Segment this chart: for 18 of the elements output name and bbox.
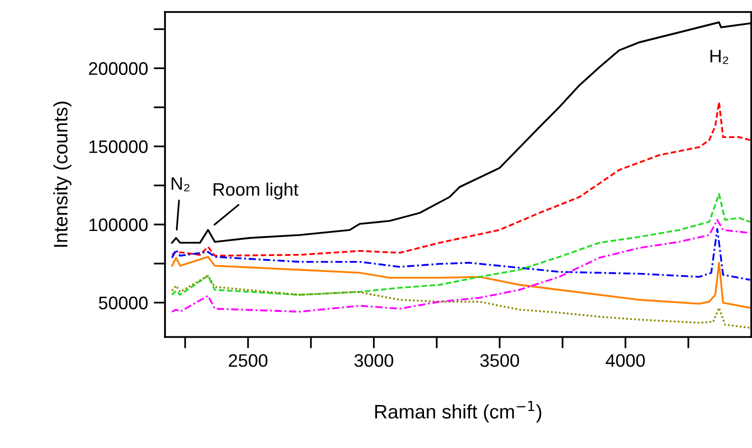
x-tick-label: 4000 — [606, 354, 645, 367]
y-tick-label: 100000 — [89, 218, 148, 232]
x-tick-label: 3000 — [354, 354, 394, 367]
annotation: Room light — [214, 182, 298, 200]
y-tick-label: 200000 — [89, 62, 148, 75]
annotation: H₂ — [710, 50, 728, 64]
line-series — [171, 101, 751, 257]
line-series — [171, 228, 751, 281]
annotation: N₂ — [172, 177, 190, 192]
x-tick-label: 2500 — [228, 354, 268, 367]
line-series — [171, 274, 751, 329]
y-tick-label: 50000 — [98, 296, 148, 310]
line-series — [171, 219, 751, 313]
y-axis-title: Intensity (counts) — [53, 102, 72, 247]
x-tick-label: 3500 — [480, 354, 520, 367]
line-series — [171, 256, 751, 309]
y-tick-label: 150000 — [89, 140, 148, 154]
x-axis-title: Raman shift (cm$^{−1}$) — [375, 401, 542, 422]
